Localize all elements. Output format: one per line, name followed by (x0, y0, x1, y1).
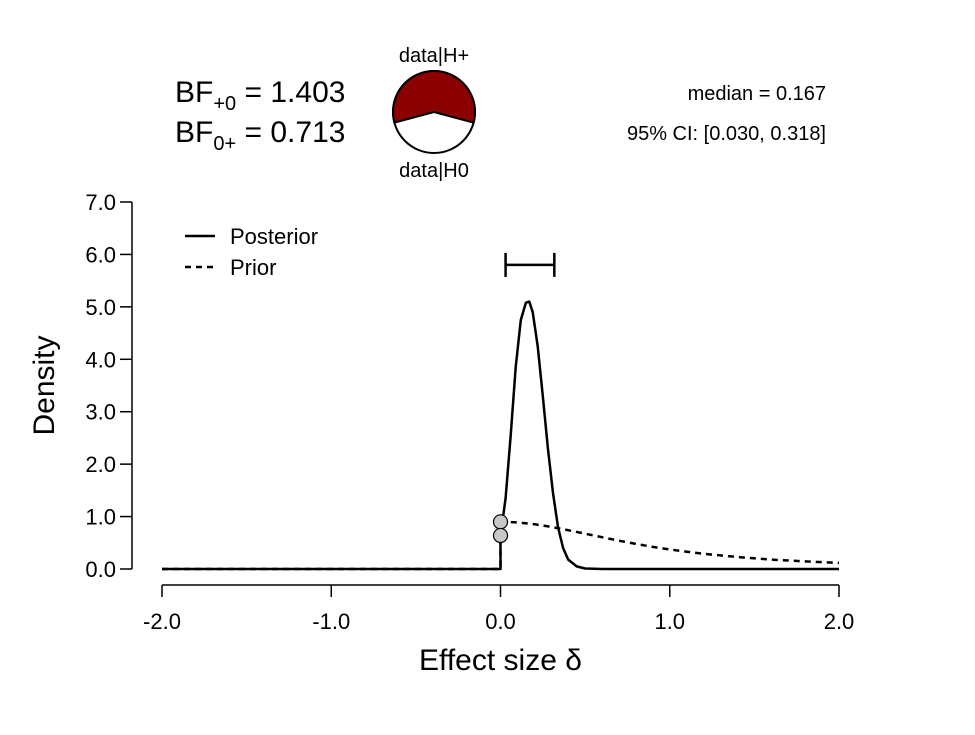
y-tick-label: 7.0 (85, 190, 116, 215)
series-group (162, 300, 840, 571)
series-line-prior (162, 520, 840, 571)
x-tick-label: -1.0 (312, 609, 350, 634)
ci-text: 95% CI: [0.030, 0.318] (627, 123, 826, 145)
pie-top-label: data|H+ (399, 45, 469, 67)
pie-bottom-label: data|H0 (399, 160, 469, 182)
probability-wheel (392, 70, 476, 154)
x-axis: -2.0 -1.0 0.0 1.0 2.0 (143, 584, 855, 634)
credible-interval (504, 252, 556, 277)
y-tick-label: 0.0 (85, 557, 116, 582)
legend: Posterior Prior (185, 224, 318, 280)
x-tick-label: 2.0 (824, 609, 855, 634)
legend-label-posterior: Posterior (230, 224, 318, 249)
median-text: median = 0.167 (688, 83, 826, 105)
y-axis: 0.0 1.0 2.0 3.0 4.0 5.0 6.0 7.0 (85, 190, 133, 582)
y-tick-label: 6.0 (85, 242, 116, 267)
bf01-text: BF0+ = 0.713 (175, 116, 345, 155)
x-axis-label: Effect size δ (419, 644, 582, 677)
bf10-value: 1.403 (270, 76, 345, 109)
y-tick-label: 1.0 (85, 505, 116, 530)
pie-h1-slice (392, 70, 476, 124)
bf01-subscript: 0+ (213, 133, 236, 155)
series-line-posterior (162, 300, 839, 571)
zero-point-1 (492, 527, 509, 544)
legend-label-prior: Prior (230, 255, 276, 280)
zero-point-0 (492, 514, 509, 530)
x-tick-label: -2.0 (143, 609, 181, 634)
y-tick-label: 5.0 (85, 295, 116, 320)
y-tick-label: 3.0 (85, 400, 116, 425)
zero-points (492, 514, 509, 544)
bf01-value: 0.713 (270, 116, 345, 149)
y-tick-label: 4.0 (85, 347, 116, 372)
y-axis-label: Density (28, 335, 61, 435)
x-tick-label: 0.0 (485, 609, 516, 634)
bf10-text: BF+0 = 1.403 (175, 76, 345, 115)
bf10-subscript: +0 (213, 93, 236, 115)
y-tick-label: 2.0 (85, 452, 116, 477)
x-tick-label: 1.0 (654, 609, 685, 634)
